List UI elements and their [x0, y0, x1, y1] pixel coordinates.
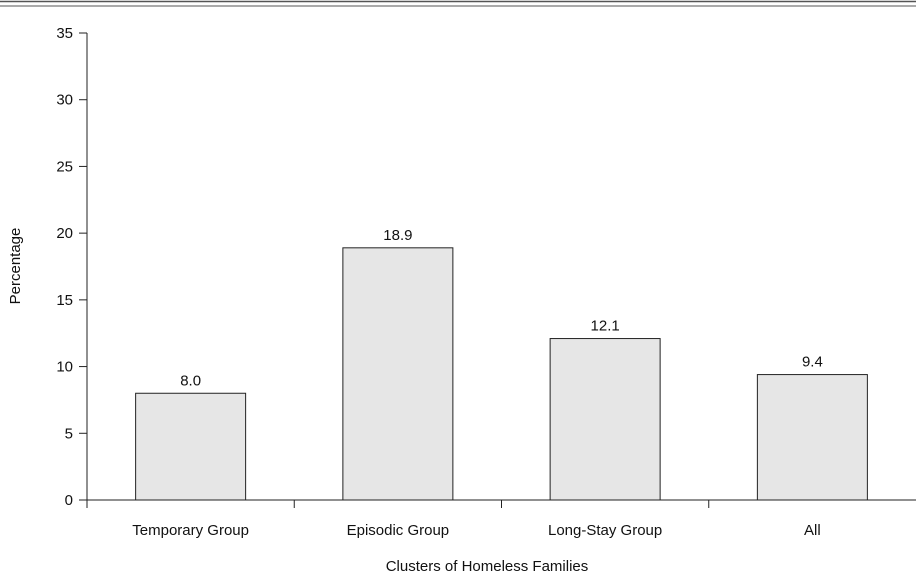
y-tick-label: 5 [65, 425, 73, 442]
y-tick-label: 30 [56, 92, 73, 109]
y-tick-label: 35 [56, 25, 73, 42]
bars [135, 247, 868, 501]
y-tick-label: 15 [56, 292, 73, 309]
bar-value-label: 12.1 [591, 318, 620, 335]
bar [756, 374, 868, 501]
x-category-label: Temporary Group [132, 522, 249, 539]
x-axis-title: Clusters of Homeless Families [386, 558, 589, 575]
y-axis: 0 5 10 15 20 25 30 35 [56, 25, 88, 509]
x-category-label: Long-Stay Group [548, 522, 662, 539]
y-tick-label: 10 [56, 359, 73, 376]
bar [549, 338, 661, 501]
bar-value-label: 18.9 [383, 227, 412, 244]
bar [342, 247, 454, 501]
y-tick-label: 0 [65, 492, 73, 509]
bar-value-label: 9.4 [802, 354, 823, 371]
y-tick-label: 25 [56, 158, 73, 175]
x-category-label: All [804, 522, 821, 539]
x-axis: Temporary Group Episodic Group Long-Stay G… [87, 499, 916, 539]
bar [135, 392, 247, 501]
bar-value-label: 8.0 [180, 372, 201, 389]
data-labels: 8.0 18.9 12.1 9.4 [180, 227, 823, 389]
y-tick-label: 20 [56, 225, 73, 242]
y-axis-title: Percentage [7, 228, 24, 305]
x-category-label: Episodic Group [347, 522, 450, 539]
